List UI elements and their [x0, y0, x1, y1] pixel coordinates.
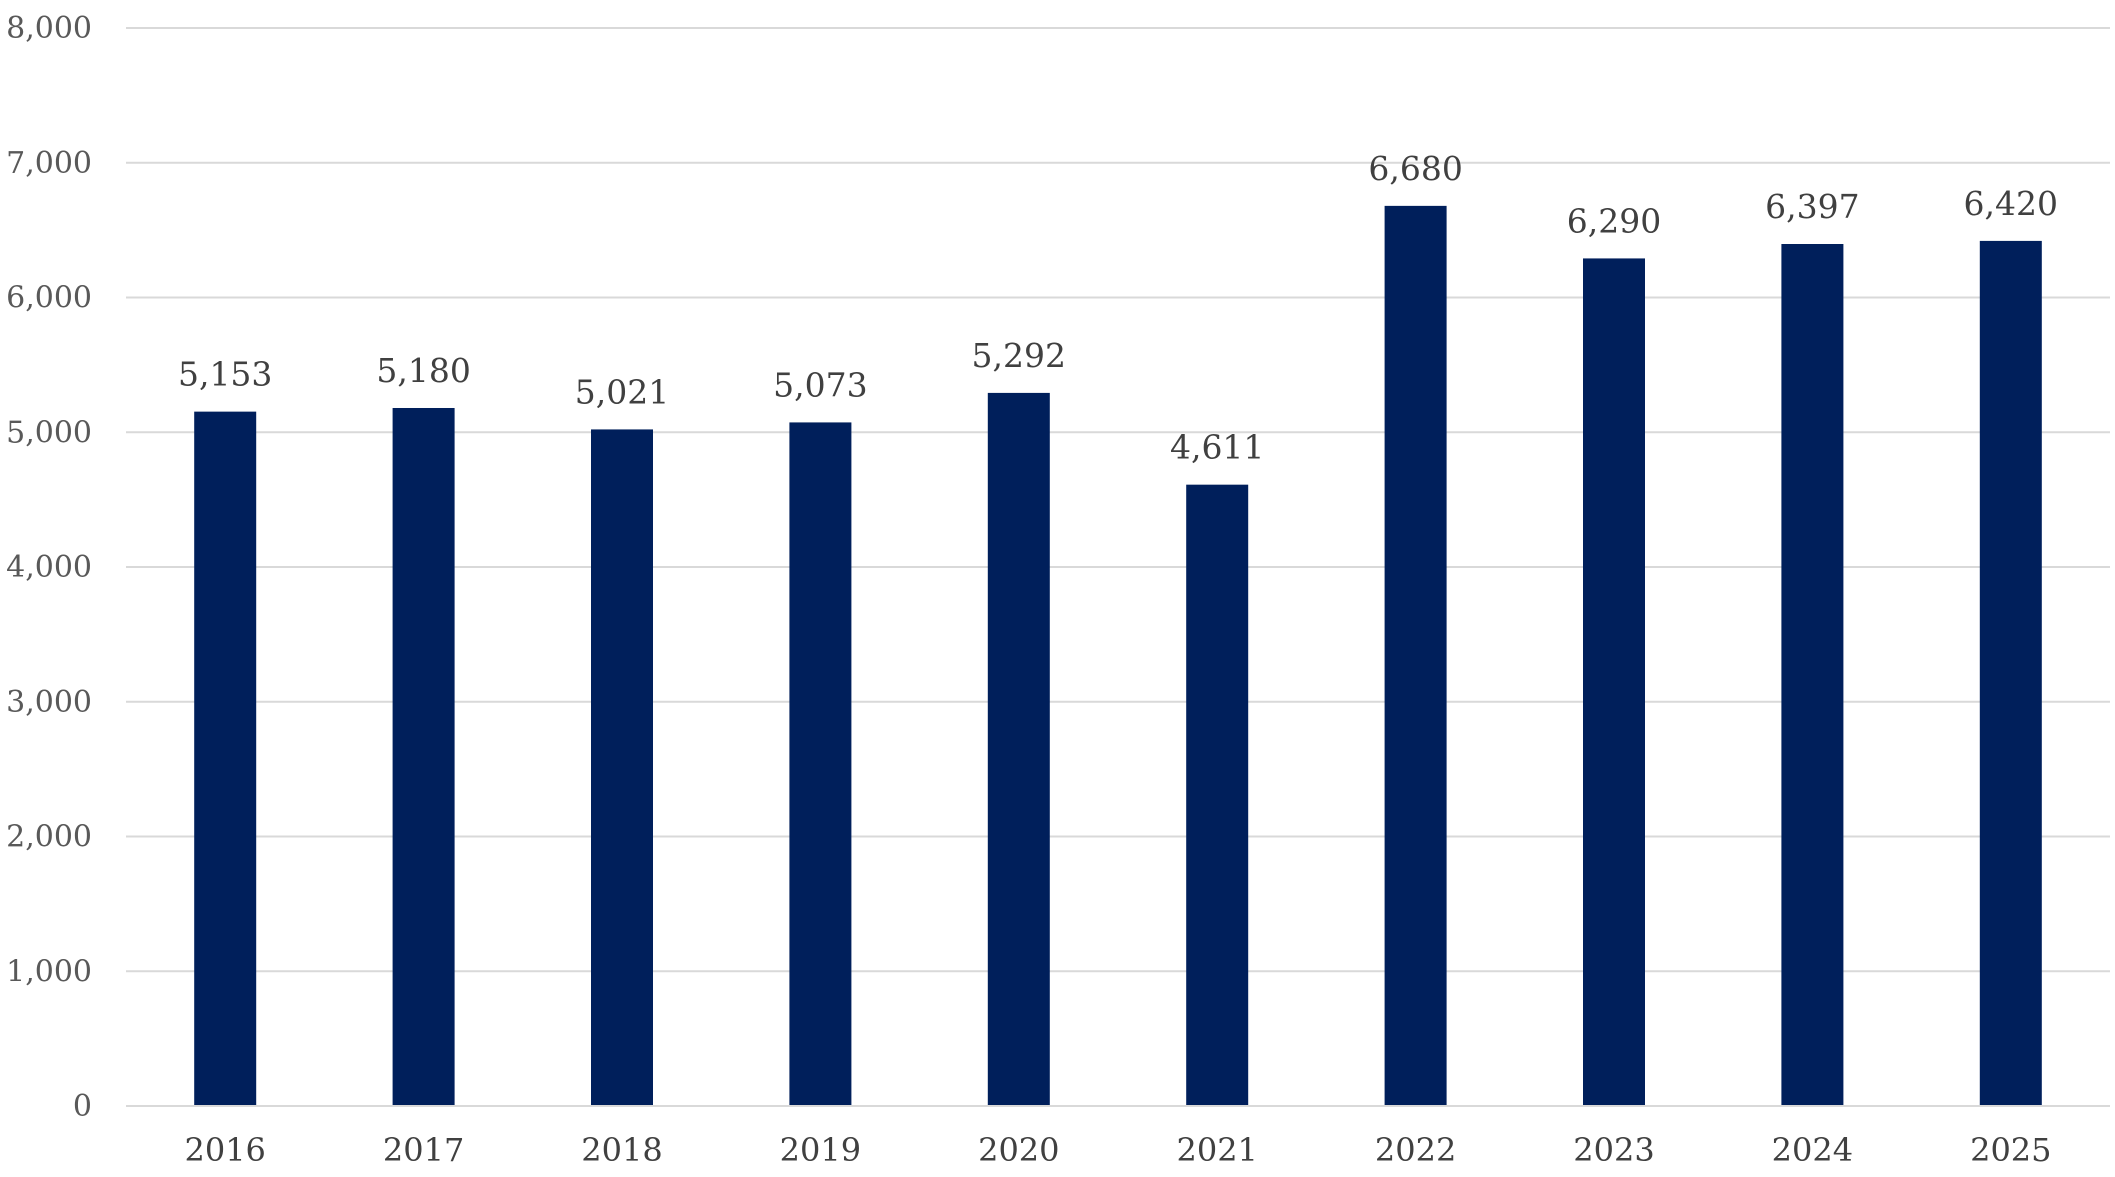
data-label-2016: 5,153	[178, 355, 272, 394]
x-tick-label-2018: 2018	[581, 1131, 662, 1169]
y-tick-label: 4,000	[6, 550, 92, 585]
y-tick-label: 7,000	[6, 146, 92, 181]
y-tick-label: 6,000	[6, 281, 92, 316]
bar-2018	[591, 429, 653, 1106]
x-tick-label-2019: 2019	[780, 1131, 861, 1169]
data-label-2021: 4,611	[1170, 428, 1264, 467]
x-axis-tick-labels: 2016 2017 2018 2019 2020 2021 2022 2023 2024 2025	[184, 1131, 2051, 1169]
bar-2019	[789, 422, 852, 1107]
bar-2017	[392, 407, 455, 1106]
x-tick-label-2025: 2025	[1970, 1131, 2051, 1169]
data-label-2024: 6,397	[1765, 187, 1859, 226]
data-label-2017: 5,180	[376, 351, 470, 390]
x-tick-label-2017: 2017	[383, 1131, 464, 1169]
bar-2016	[194, 411, 257, 1106]
x-tick-label-2023: 2023	[1573, 1131, 1654, 1169]
data-label-2020: 5,292	[972, 336, 1066, 375]
data-label-2018: 5,021	[575, 372, 669, 411]
data-label-2022: 6,680	[1368, 149, 1462, 188]
data-label-2023: 6,290	[1567, 201, 1661, 240]
x-tick-label-2024: 2024	[1772, 1131, 1853, 1169]
bar-2023	[1583, 258, 1645, 1106]
x-tick-label-2016: 2016	[184, 1131, 265, 1169]
data-label-2019: 5,073	[773, 365, 867, 404]
y-tick-label: 5,000	[6, 415, 92, 450]
bar-2022	[1384, 205, 1447, 1106]
y-tick-label: 3,000	[6, 685, 92, 720]
bar-2024	[1781, 244, 1844, 1106]
x-tick-label-2020: 2020	[978, 1131, 1059, 1169]
bar-2021	[1186, 484, 1249, 1107]
data-labels: 5,153 5,180 5,021 5,073 5,292 4,611 6,680 6,290…	[178, 149, 2058, 467]
x-tick-label-2022: 2022	[1375, 1131, 1456, 1169]
bar-2020	[987, 392, 1050, 1106]
x-tick-label-2021: 2021	[1176, 1131, 1257, 1169]
data-label-2025: 6,420	[1964, 184, 2058, 223]
gridlines	[126, 27, 2110, 973]
bars	[194, 205, 2042, 1107]
y-tick-label: 1,000	[6, 954, 92, 989]
y-tick-label: 2,000	[6, 820, 92, 855]
y-tick-label: 0	[73, 1089, 92, 1124]
bar-2025	[1979, 240, 2042, 1106]
y-axis-tick-labels: 0 1,000 2,000 3,000 4,000 5,000 6,000 7,000 8,00…	[6, 11, 92, 1124]
y-tick-label: 8,000	[6, 11, 92, 46]
